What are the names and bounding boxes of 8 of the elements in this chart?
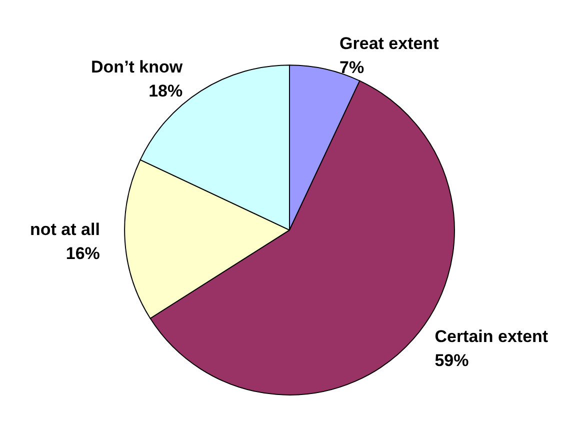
slice-label: Don’t know <box>91 57 184 76</box>
data-label: 7% <box>340 58 364 77</box>
data-label: 16% <box>66 244 100 263</box>
slice-label: Certain extent <box>434 326 548 346</box>
slice-label: Great extent <box>340 34 440 53</box>
data-label: 18% <box>148 81 183 100</box>
slice-label: not at all <box>30 220 100 239</box>
data-label: 59% <box>434 350 469 370</box>
